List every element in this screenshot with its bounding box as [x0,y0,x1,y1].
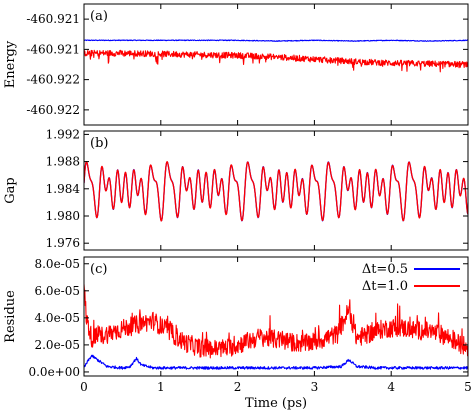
y-tick-label: -460.922 [26,103,80,117]
series-line-3-1 [84,354,468,370]
series-line-1-2 [84,49,468,73]
y-tick-label: 1.992 [46,127,80,141]
panel-tag: (c) [90,262,107,277]
y-axis-title: Energy [3,40,18,88]
y-tick-label: -460.921 [26,12,80,26]
y-axis-title: Gap [3,177,18,203]
series-line-1-1 [84,39,468,42]
x-tick-label: 0 [80,380,88,394]
series-line-2-1 [84,161,468,222]
panel-frame [83,256,469,377]
x-tick-label: 5 [464,380,472,394]
y-tick-label: 0.0e+00 [28,365,80,379]
panel-tag: (a) [90,9,108,24]
x-tick-label: 1 [157,380,165,394]
series-line-3-2 [84,284,468,359]
x-tick-label: 3 [311,380,319,394]
y-axis-title: Residue [3,290,18,343]
x-tick-label: 4 [387,380,395,394]
y-tick-label: 1.988 [46,155,80,169]
y-tick-label: 2.0e-05 [34,338,80,352]
series-line-2-2 [84,160,468,222]
y-tick-label: 4.0e-05 [34,311,80,325]
y-tick-label: 1.984 [46,182,81,196]
legend-label: Δt=0.5 [362,262,408,277]
legend-label: Δt=1.0 [362,279,408,294]
y-tick-label: -460.922 [26,73,80,87]
panel-frame [83,130,469,251]
panel-tag: (b) [90,136,108,151]
y-tick-label: 6.0e-05 [34,284,80,298]
panel-frame [83,3,469,126]
y-tick-label: 8.0e-05 [34,257,80,271]
y-tick-label: -460.921 [26,42,80,56]
y-tick-label: 1.976 [46,236,80,250]
x-axis-title: Time (ps) [245,396,307,411]
x-tick-label: 2 [234,380,242,394]
y-tick-label: 1.980 [46,209,80,223]
